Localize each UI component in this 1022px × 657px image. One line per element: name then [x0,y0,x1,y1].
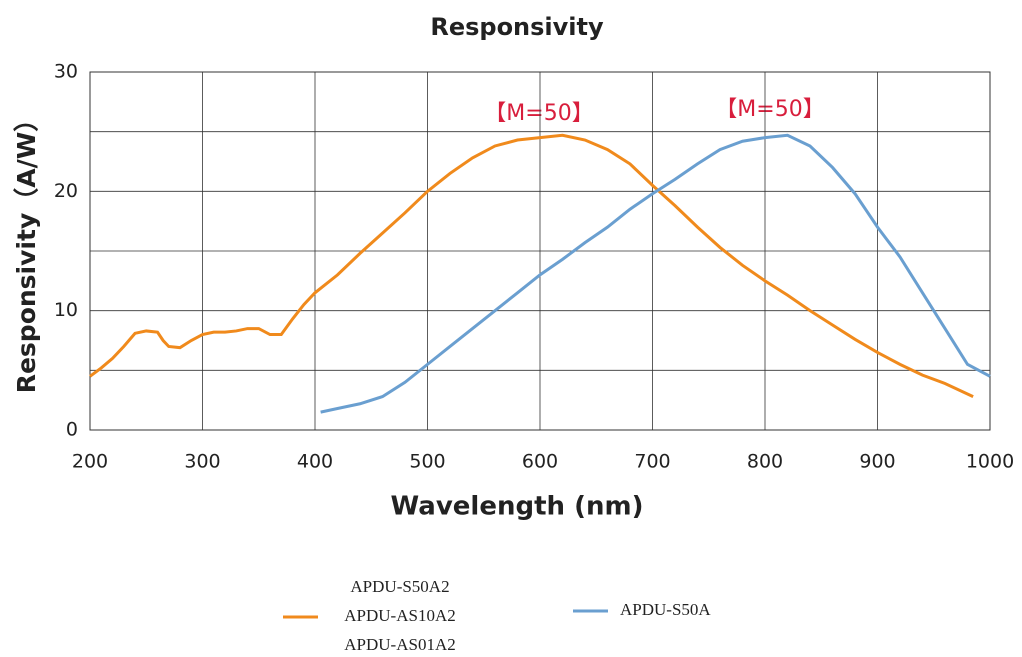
x-tick-label: 400 [297,451,333,473]
legend-label: APDU-S50A [620,600,711,619]
x-tick-label: 700 [634,451,670,473]
annotation: 【M=50】 [484,101,593,126]
x-tick-label: 300 [184,451,220,473]
series-line [89,133,974,398]
y-tick-label: 30 [54,61,78,83]
x-axis-label: Wavelength (nm) [391,492,644,522]
legend-label: APDU-AS01A2 [344,635,455,654]
y-tick-label: 10 [54,299,78,321]
series-line [320,133,991,414]
plot-frame [89,71,991,431]
x-tick-label: 800 [747,451,783,473]
legend-label: APDU-S50A2 [350,577,449,596]
x-tick-label: 200 [72,451,108,473]
x-tick-label: 1000 [966,451,1014,473]
x-tick-label: 500 [409,451,445,473]
chart-title: Responsivity [430,13,604,41]
annotation: 【M=50】 [715,97,824,122]
x-tick-label: 600 [522,451,558,473]
y-tick-label: 20 [54,180,78,202]
legend-label: APDU-AS10A2 [344,606,455,625]
x-tick-label: 900 [859,451,895,473]
y-tick-label: 0 [66,419,78,441]
y-axis-label: Responsivity（A/W） [12,107,41,394]
